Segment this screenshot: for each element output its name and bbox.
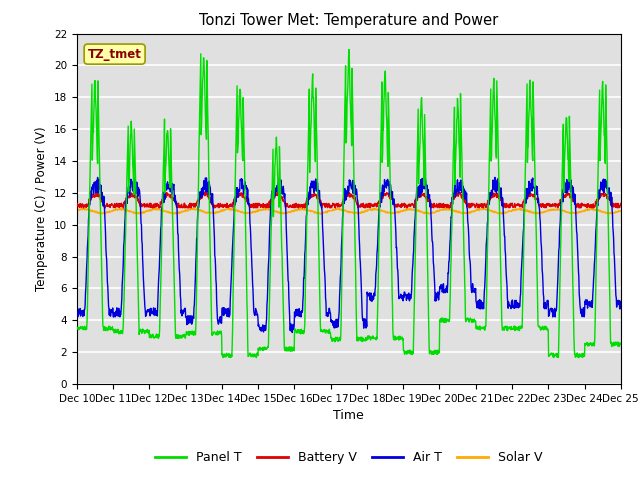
Air T (73, 312, 81, 317)
Y-axis label: Temperature (C) / Power (V): Temperature (C) / Power (V) (35, 127, 48, 291)
Text: TZ_tmet: TZ_tmet (88, 48, 141, 60)
Panel T (553, 354, 561, 360)
Solar V (553, 206, 561, 212)
Panel T (505, 325, 513, 331)
Solar V (505, 209, 513, 215)
Battery V (553, 202, 561, 208)
Title: Tonzi Tower Met: Temperature and Power: Tonzi Tower Met: Temperature and Power (199, 13, 499, 28)
Solar V (181, 207, 189, 213)
Battery V (274, 189, 282, 195)
Battery V (434, 205, 442, 211)
Air T (180, 306, 188, 312)
Air T (255, 322, 262, 327)
Air T (289, 330, 296, 336)
Air T (194, 212, 202, 217)
Legend: Panel T, Battery V, Air T, Solar V: Panel T, Battery V, Air T, Solar V (150, 446, 548, 469)
Battery V (181, 205, 189, 211)
Line: Panel T: Panel T (77, 49, 621, 358)
Solar V (195, 207, 202, 213)
Panel T (434, 351, 442, 357)
Battery V (73, 204, 81, 210)
Battery V (617, 201, 625, 206)
Panel T (73, 324, 81, 330)
Battery V (505, 205, 513, 211)
Panel T (194, 219, 202, 225)
Battery V (195, 196, 202, 202)
Line: Solar V: Solar V (77, 208, 621, 214)
Solar V (73, 208, 81, 214)
Solar V (255, 207, 263, 213)
Air T (434, 292, 442, 298)
Battery V (255, 202, 263, 208)
Solar V (81, 205, 89, 211)
Solar V (434, 208, 442, 214)
Solar V (617, 208, 625, 214)
Panel T (345, 47, 353, 52)
Panel T (180, 333, 188, 338)
Panel T (255, 348, 262, 353)
Battery V (120, 205, 127, 211)
X-axis label: Time: Time (333, 409, 364, 422)
Solar V (498, 211, 506, 217)
Air T (617, 305, 625, 311)
Line: Battery V: Battery V (77, 192, 621, 208)
Panel T (575, 355, 582, 360)
Air T (491, 175, 499, 180)
Air T (505, 301, 513, 307)
Panel T (617, 340, 625, 346)
Air T (553, 297, 561, 303)
Line: Air T: Air T (77, 178, 621, 333)
